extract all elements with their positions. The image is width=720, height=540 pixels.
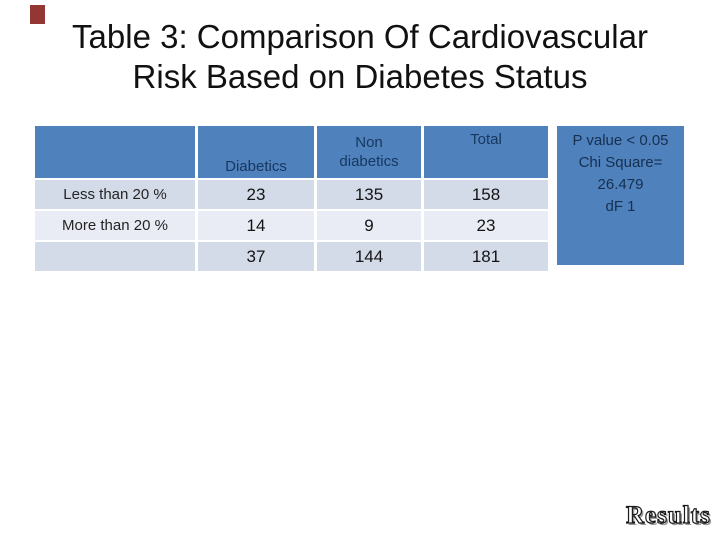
- table-row-less-than-20: Less than 20 % 23 135 158: [35, 180, 548, 209]
- cell-diabetics: 23: [198, 180, 314, 209]
- cell-diabetics: 14: [198, 211, 314, 240]
- row-label: More than 20 %: [35, 211, 195, 240]
- cell-non-diabetics: 135: [317, 180, 421, 209]
- header-cell-row-label: [35, 126, 195, 178]
- header-non-line2: diabetics: [339, 153, 399, 170]
- table-row-more-than-20: More than 20 % 14 9 23: [35, 211, 548, 240]
- header-non-line1: Non: [355, 134, 383, 151]
- header-cell-diabetics: Diabetics: [198, 126, 314, 178]
- slide-title-line1: Table 3: Comparison Of Cardiovascular: [72, 18, 648, 55]
- header-cell-total: Total: [424, 126, 548, 178]
- slide-title: Table 3: Comparison Of Cardiovascular Ri…: [0, 17, 720, 97]
- section-label-results: Results: [625, 501, 711, 529]
- stats-chi-square-label: Chi Square=: [578, 154, 663, 171]
- accent-mark: [30, 5, 45, 24]
- stats-box: P value < 0.05 Chi Square= 26.479 dF 1: [557, 126, 684, 265]
- cell-total: 181: [424, 242, 548, 271]
- table-header-row: Diabetics Non diabetics Total: [35, 126, 548, 178]
- cell-total: 23: [424, 211, 548, 240]
- header-cell-non-diabetics: Non diabetics: [317, 126, 421, 178]
- comparison-table: Diabetics Non diabetics Total Less than …: [32, 124, 551, 273]
- stats-p-value: P value < 0.05: [572, 132, 669, 149]
- table-row-column-totals: 37 144 181: [35, 242, 548, 271]
- slide-title-line2: Risk Based on Diabetes Status: [132, 58, 588, 95]
- row-label: Less than 20 %: [35, 180, 195, 209]
- cell-non-diabetics: 9: [317, 211, 421, 240]
- stats-chi-square-value: 26.479: [597, 176, 644, 193]
- cell-diabetics: 37: [198, 242, 314, 271]
- stats-degrees-of-freedom: dF 1: [605, 198, 636, 215]
- cell-total: 158: [424, 180, 548, 209]
- row-label: [35, 242, 195, 271]
- cell-non-diabetics: 144: [317, 242, 421, 271]
